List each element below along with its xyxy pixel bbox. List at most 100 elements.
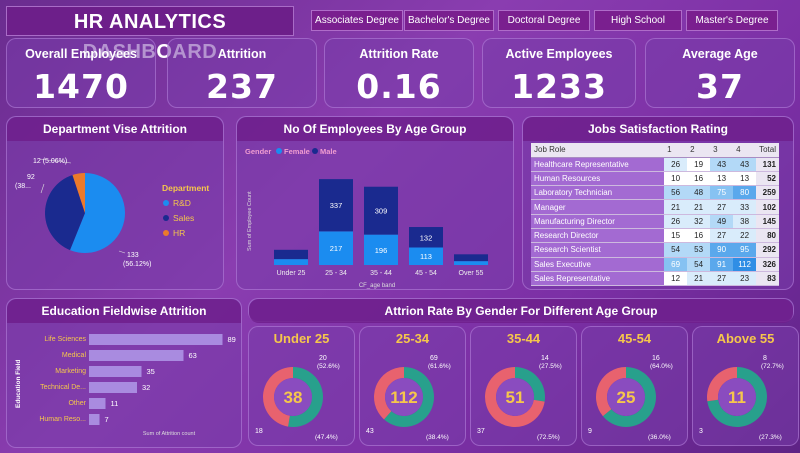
education-bar[interactable] (89, 350, 184, 361)
donut-segment[interactable] (596, 367, 626, 417)
gender-donut-chart: 51 14(27.5%) 37 (72.5%) (477, 355, 562, 441)
bar-male[interactable] (274, 249, 308, 260)
bar-male[interactable] (319, 179, 353, 232)
male-legend-icon (312, 148, 318, 154)
filter-doctoral-degree[interactable]: Doctoral Degree (498, 10, 590, 31)
table-row[interactable]: Laboratory Technician 56 48 75 80 259 (531, 185, 779, 201)
donut-label-pct: (38.4%) (426, 434, 449, 441)
pie-slice[interactable] (72, 173, 85, 213)
table-row[interactable]: Healthcare Representative 26 19 43 43 131 (531, 157, 779, 172)
bar-label-female: 113 (420, 252, 432, 261)
bar-female[interactable] (319, 231, 353, 265)
education-attrition-panel: Education Fieldwise Attrition Education … (6, 298, 242, 448)
column-header[interactable]: 2 (687, 143, 711, 158)
bar-female[interactable] (454, 261, 488, 265)
donut-center (274, 378, 312, 416)
filter-bachelors-degree[interactable]: Bachelor's Degree (404, 10, 494, 31)
filter-masters-degree[interactable]: Master's Degree (686, 10, 778, 31)
column-header[interactable]: Total (756, 143, 779, 158)
filter-associates-degree[interactable]: Associates Degree (311, 10, 403, 31)
panel-title: Attrion Rate By Gender For Different Age… (249, 299, 793, 323)
table-row[interactable]: Sales Executive 69 54 91 112 326 (531, 257, 779, 272)
donut-segment[interactable] (263, 367, 293, 427)
female-legend-icon (276, 148, 282, 154)
rating-cell: 80 (733, 185, 757, 201)
donut-segment[interactable] (288, 367, 323, 427)
rating-cell: 23 (733, 271, 757, 287)
education-bar[interactable] (89, 398, 106, 409)
kpi-value: 37 (696, 67, 744, 106)
bar-female[interactable] (364, 234, 398, 265)
bar-female[interactable] (274, 259, 308, 265)
education-bar[interactable] (89, 414, 100, 425)
donut-label-count: 20 (319, 355, 327, 362)
gender-donut-chart: 25 16(64.0%) 9 (36.0%) (588, 355, 673, 441)
kpi-card-overall-employees: Overall Employees 1470 (6, 38, 156, 108)
legend-marker (163, 230, 169, 236)
table-row[interactable]: Manager 21 21 27 33 102 (531, 199, 779, 215)
rating-cell: 27 (710, 271, 734, 287)
pie-slice[interactable] (45, 175, 85, 251)
y-tick-label: Life Sciences (44, 336, 86, 343)
column-header[interactable]: 1 (664, 143, 688, 158)
donut-label-pct: (27.5%) (539, 363, 562, 370)
column-header[interactable]: 3 (710, 143, 734, 158)
kpi-value: 237 (206, 67, 278, 106)
kpi-label: Attrition (217, 47, 267, 61)
donut-total: 25 (617, 388, 636, 407)
donut-segment[interactable] (707, 367, 767, 427)
donut-label-pct: (72.7%) (761, 363, 784, 370)
gender-age-group-card: 35-44 51 14 (27.5%) 37 (72.5%) (470, 326, 577, 446)
education-bar[interactable] (89, 382, 137, 393)
bar-female[interactable] (409, 247, 443, 265)
donut-label-pct: (52.6%) (317, 363, 340, 370)
donut-segment[interactable] (602, 367, 656, 427)
rating-cell: 54 (664, 242, 688, 258)
donut-center (496, 378, 534, 416)
donut-segment[interactable] (384, 367, 434, 427)
pie-slice[interactable] (69, 173, 125, 253)
bar-value-label: 7 (105, 415, 109, 424)
y-axis-label: Education Field (15, 360, 22, 408)
gender-donut-chart: 112 69(61.6%) 43 (38.4%) (366, 355, 451, 441)
bar-male[interactable] (409, 227, 443, 248)
y-tick-label: Other (68, 400, 86, 407)
table-row[interactable]: Research Director 15 16 27 22 80 (531, 228, 779, 244)
bar-male[interactable] (454, 254, 488, 262)
education-bar[interactable] (89, 366, 142, 377)
rating-cell: 16 (687, 228, 711, 244)
donut-segment[interactable] (515, 367, 545, 402)
donut-total: 38 (284, 388, 303, 407)
age-group-bar-chart: Gender Female Male Sum of Employee Count… (245, 147, 488, 289)
table-row[interactable]: Human Resources 10 16 13 13 52 (531, 171, 779, 187)
column-header[interactable]: 4 (733, 143, 757, 158)
donut-segment[interactable] (485, 367, 545, 427)
job-role-cell: Manager (531, 199, 665, 215)
rating-cell: 95 (733, 242, 757, 258)
table-row[interactable]: Research Scientist 54 53 90 95 292 (531, 242, 779, 258)
rating-cell: 56 (664, 185, 688, 201)
x-tick-label: Over 55 (459, 270, 484, 277)
legend-label: HR (173, 228, 185, 238)
filter-high-school[interactable]: High School (594, 10, 682, 31)
donut-label-pct: (36.0%) (648, 434, 671, 441)
kpi-card-attrition-rate: Attrition Rate 0.16 (324, 38, 474, 108)
donut-label-count: 14 (541, 355, 549, 362)
rating-cell: 32 (687, 214, 711, 229)
x-tick-label: 45 - 54 (415, 270, 437, 277)
legend-label: Sales (173, 213, 194, 223)
education-bar[interactable] (89, 334, 223, 345)
table-row[interactable]: Manufacturing Director 26 32 49 38 145 (531, 214, 779, 229)
donut-label-pct: (27.3%) (759, 434, 782, 441)
donut-total: 51 (506, 388, 525, 407)
table-row[interactable]: Sales Representative 12 21 27 23 83 (531, 271, 779, 287)
donut-segment[interactable] (707, 367, 737, 402)
column-header[interactable]: Job Role (531, 143, 665, 158)
y-tick-label: Human Reso... (39, 416, 86, 423)
rating-cell: 10 (664, 171, 688, 187)
donut-segment[interactable] (374, 367, 404, 420)
x-axis-label: Sum of Attrition count (143, 431, 196, 437)
bar-male[interactable] (364, 186, 398, 235)
donut-center (607, 378, 645, 416)
panel-title: No Of Employees By Age Group (237, 117, 513, 141)
